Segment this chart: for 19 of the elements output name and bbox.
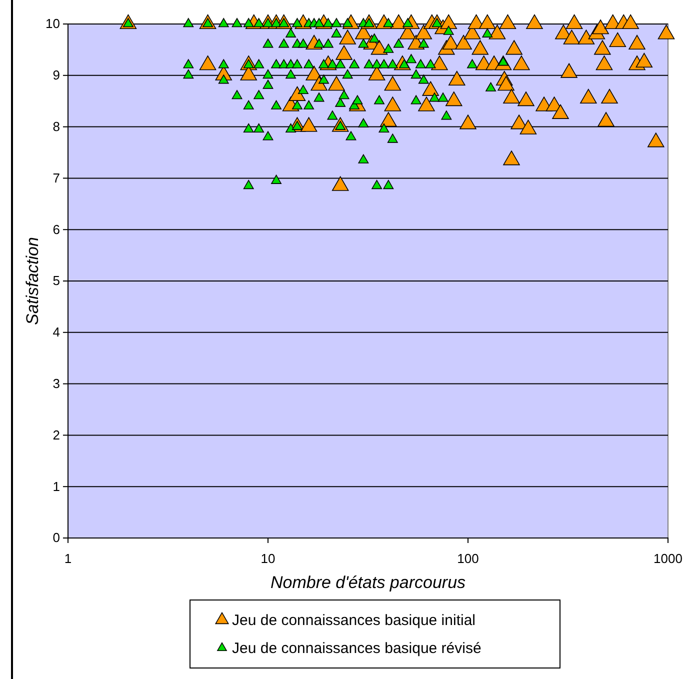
y-tick-label: 6 [52, 222, 60, 237]
y-tick-label: 10 [46, 16, 60, 32]
y-tick-label: 1 [52, 478, 60, 494]
x-tick-label: 1 [64, 550, 72, 566]
legend-label: Jeu de connaissances basique initial [232, 612, 476, 629]
y-tick-label: 9 [52, 68, 60, 83]
x-tick-label: 1000 [654, 550, 682, 566]
x-tick-label: 10 [260, 550, 276, 566]
x-tick-label: 100 [457, 550, 479, 566]
y-axis-title: Satisfaction [23, 237, 42, 325]
x-axis-title: Nombre d'états parcourus [270, 573, 466, 592]
legend-label: Jeu de connaissances basique révisé [232, 640, 482, 657]
y-tick-label: 8 [52, 118, 60, 134]
y-tick-label: 2 [52, 427, 60, 442]
y-tick-label: 3 [52, 376, 60, 391]
y-tick-label: 5 [52, 273, 60, 288]
y-tick-label: 7 [52, 170, 60, 186]
y-tick-label: 4 [52, 324, 60, 340]
y-tick-label: 0 [52, 530, 60, 546]
